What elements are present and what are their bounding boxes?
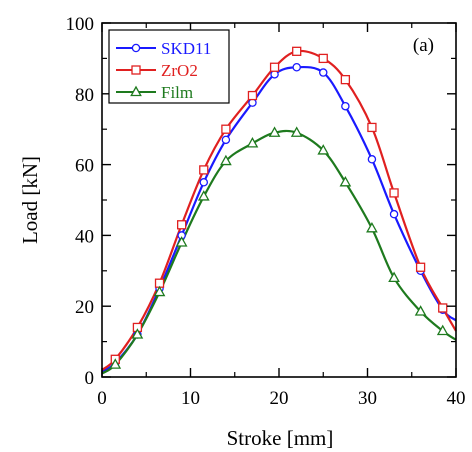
y-tick-label: 0 <box>85 368 95 389</box>
data-point-film <box>290 126 303 137</box>
legend-marker-skd11 <box>131 43 141 53</box>
data-point-film <box>436 324 449 336</box>
y-tick-label: 20 <box>75 297 94 318</box>
data-point-film <box>109 358 122 369</box>
data-point-film <box>153 285 166 297</box>
legend-box <box>108 29 230 104</box>
y-tick-label: 80 <box>75 85 94 106</box>
data-point-skd11 <box>341 101 350 111</box>
legend-marker-zro2 <box>131 65 141 75</box>
data-point-zro2 <box>415 262 426 272</box>
data-point-film <box>220 154 232 166</box>
data-point-zro2 <box>176 220 187 230</box>
x-tick-label: 0 <box>97 388 107 409</box>
data-point-skd11 <box>199 178 209 187</box>
tick-labels: 0 10 20 30 40 0 20 40 60 80 100 <box>66 14 466 409</box>
legend-label-film: Film <box>161 83 193 102</box>
legend-marker-film <box>130 85 142 97</box>
data-point-film <box>197 190 210 201</box>
y-tick-label: 40 <box>75 226 94 247</box>
data-point-film <box>414 305 427 316</box>
data-point-zro2 <box>247 90 258 101</box>
y-axis-label: Load [kN] <box>18 156 42 244</box>
x-tick-label: 30 <box>358 388 377 409</box>
y-tick-label: 100 <box>66 14 95 35</box>
data-point-zro2 <box>221 124 231 134</box>
data-point-zro2 <box>340 74 351 85</box>
data-point-skd11 <box>389 209 399 219</box>
legend: SKD11 ZrO2 Film <box>108 29 230 104</box>
series-line-film <box>101 129 457 375</box>
data-point-film <box>246 137 259 148</box>
x-tick-label: 40 <box>447 388 466 409</box>
data-point-skd11 <box>221 135 231 145</box>
data-point-film <box>317 144 330 155</box>
data-point-skd11 <box>292 63 301 72</box>
data-point-zro2 <box>318 53 328 64</box>
data-point-film <box>366 221 378 233</box>
x-tick-label: 20 <box>270 388 289 409</box>
y-tick-label: 60 <box>75 156 94 177</box>
series-markers <box>109 46 449 369</box>
x-tick-label: 10 <box>181 388 200 409</box>
axis-ticks <box>101 22 457 378</box>
data-point-zro2 <box>389 188 399 198</box>
data-point-zro2 <box>269 62 280 72</box>
panel-label: (a) <box>413 35 434 56</box>
data-point-zro2 <box>438 303 448 313</box>
data-point-film <box>268 126 281 137</box>
data-point-zro2 <box>292 46 302 56</box>
data-point-zro2 <box>199 165 209 175</box>
data-point-film <box>388 271 400 283</box>
legend-label-skd11: SKD11 <box>161 39 211 58</box>
data-point-film <box>339 175 352 187</box>
legend-label-zro2: ZrO2 <box>161 61 198 80</box>
data-point-zro2 <box>367 122 377 133</box>
data-point-film <box>131 328 144 339</box>
data-point-film <box>175 236 188 247</box>
data-point-skd11 <box>318 68 328 77</box>
x-axis-label: Stroke [mm] <box>227 426 334 450</box>
data-point-skd11 <box>367 155 377 164</box>
